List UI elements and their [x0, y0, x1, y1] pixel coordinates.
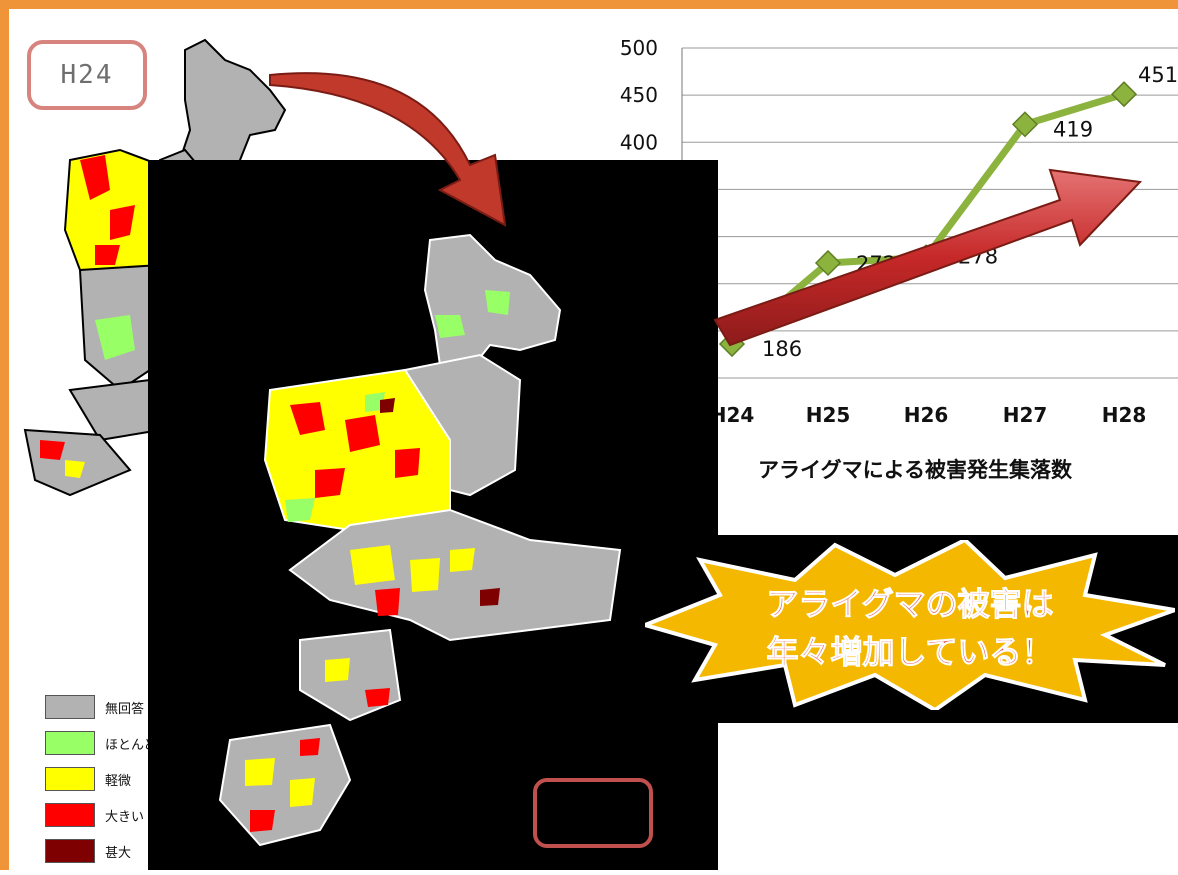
chart-x-ticks: H24 H25 H26 H27 H28: [710, 403, 1147, 427]
callout-line-1: アライグマの被害は: [766, 585, 1053, 623]
legend-swatch: [45, 695, 95, 719]
chart-title: アライグマによる被害発生集落数: [758, 458, 1073, 482]
callout-starburst: アライグマの被害は 年々増加している！: [645, 540, 1175, 710]
starburst-shape: [645, 540, 1175, 710]
x-tick-label: H28: [1102, 403, 1147, 427]
curved-arrow-icon: [269, 72, 507, 227]
x-tick-label: H26: [904, 403, 949, 427]
legend-label: 甚大: [105, 845, 132, 861]
y-tick-label: 400: [620, 130, 658, 154]
legend-swatch: [45, 803, 95, 827]
legend-item: 甚大: [45, 839, 182, 863]
data-point-marker: [1110, 81, 1138, 108]
legend-item: 大きい: [45, 803, 182, 827]
data-label: 451: [1138, 63, 1178, 87]
map-h24: [23, 38, 287, 497]
legend-swatch: [45, 767, 95, 791]
year-badge-h24: H24: [27, 40, 147, 110]
legend-label: 無回答: [105, 701, 145, 717]
legend-label: 軽微: [105, 773, 132, 789]
map-legend: 無回答 ほとんどない 軽微 大きい 甚大: [45, 695, 182, 875]
legend-item: 軽微: [45, 767, 182, 791]
trend-arrow-icon: [713, 168, 1143, 347]
empty-year-box: [533, 778, 653, 848]
map-h28: [218, 233, 622, 847]
y-tick-label: 450: [620, 83, 658, 107]
map-h28-regions: [218, 233, 622, 847]
callout-line-2: 年々増加している！: [766, 633, 1053, 671]
legend-swatch: [45, 731, 95, 755]
data-point-marker: [1011, 111, 1039, 138]
x-tick-label: H25: [806, 403, 851, 427]
y-tick-label: 500: [620, 36, 658, 60]
data-point-marker: [814, 249, 842, 277]
data-label: 186: [762, 337, 802, 361]
data-label: 419: [1053, 117, 1093, 141]
x-tick-label: H27: [1003, 403, 1048, 427]
legend-label: 大きい: [105, 809, 145, 825]
legend-item: 無回答: [45, 695, 182, 719]
map-h24-regions: [23, 38, 287, 497]
legend-swatch: [45, 839, 95, 863]
